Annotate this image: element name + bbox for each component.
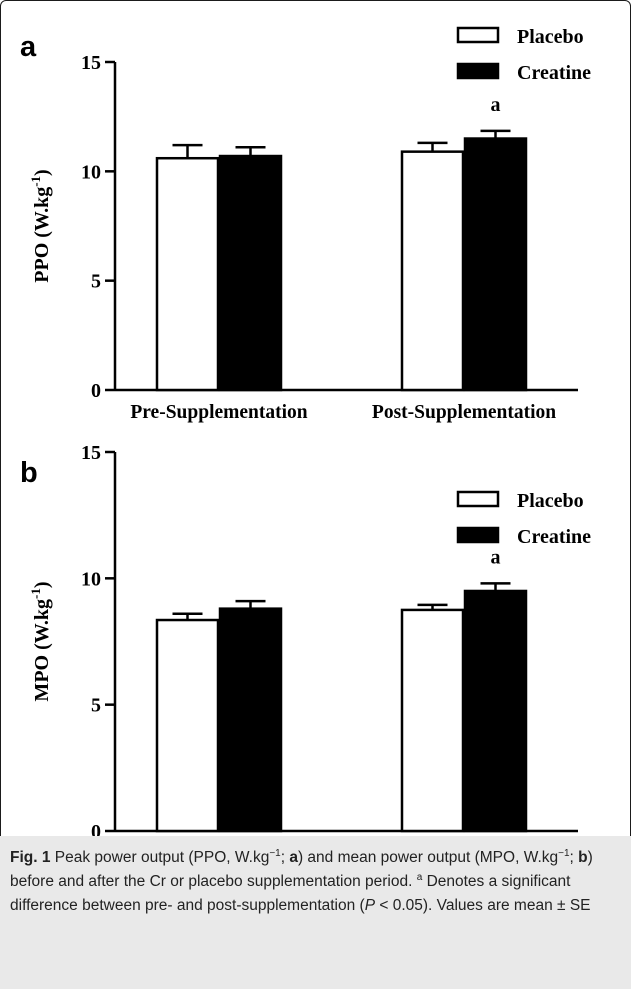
caption-sup-3: a bbox=[416, 871, 423, 883]
panel-letter: b bbox=[20, 457, 38, 489]
bar-placebo bbox=[400, 150, 465, 392]
y-tick-label: 15 bbox=[81, 442, 101, 464]
legend-label: Creatine bbox=[517, 526, 591, 548]
caption-text-7: < 0.05). Values are mean ± SE bbox=[375, 897, 591, 914]
legend-label: Placebo bbox=[517, 490, 584, 512]
figure-charts: a 0 5 10 15 PPO (W.kg-1) a Pre-Supplementation P… bbox=[20, 26, 591, 836]
bar-placebo bbox=[400, 608, 465, 833]
significance-annotation: a bbox=[491, 94, 501, 116]
y-tick-label: 10 bbox=[81, 568, 101, 590]
caption-p-symbol: P bbox=[364, 897, 376, 914]
caption-text-4: ; bbox=[569, 849, 579, 866]
x-tick-label: Post-Supplementation bbox=[372, 402, 556, 423]
y-tick-label: 0 bbox=[91, 821, 101, 836]
bar-creatine bbox=[218, 154, 283, 392]
caption-fig-label: Fig. 1 bbox=[10, 849, 51, 866]
y-tick-label: 10 bbox=[81, 161, 101, 183]
legend-label: Placebo bbox=[517, 26, 584, 48]
x-tick-label: Pre-Supplementation bbox=[130, 402, 307, 423]
y-axis-label: MPO (W.kg-1) bbox=[28, 581, 53, 701]
caption-sup-2: −1 bbox=[558, 847, 570, 859]
y-tick-label: 15 bbox=[81, 52, 101, 74]
legend-swatch-placebo bbox=[456, 490, 500, 508]
significance-annotation: a bbox=[491, 546, 501, 568]
bar-placebo bbox=[155, 618, 220, 833]
caption-text-2: ; bbox=[280, 849, 290, 866]
bar-creatine bbox=[463, 589, 528, 833]
legend-swatch-placebo bbox=[456, 26, 500, 44]
chart-panel-a: a 0 5 10 15 PPO (W.kg-1) a Pre-Supplementation P… bbox=[20, 26, 591, 423]
caption-sup-1: −1 bbox=[269, 847, 281, 859]
caption-text-1: Peak power output (PPO, W.kg bbox=[50, 849, 270, 866]
legend-swatch-creatine bbox=[456, 526, 500, 544]
y-tick-label: 0 bbox=[91, 380, 101, 402]
y-axis-label: PPO (W.kg-1) bbox=[28, 169, 53, 282]
legend-swatch-creatine bbox=[456, 62, 500, 80]
bar-creatine bbox=[463, 137, 528, 392]
bar-creatine bbox=[218, 607, 283, 833]
legend-label: Creatine bbox=[517, 62, 591, 84]
bar-placebo bbox=[155, 156, 220, 392]
caption-text-5: ) before and after the Cr or placebo sup… bbox=[10, 849, 593, 890]
panel-letter: a bbox=[20, 31, 37, 63]
figure-caption: Fig. 1 Peak power output (PPO, W.kg−1; a… bbox=[0, 836, 631, 989]
y-tick-label: 5 bbox=[91, 271, 101, 293]
caption-panel-b: b bbox=[578, 849, 588, 866]
caption-text-3: ) and mean power output (MPO, W.kg bbox=[297, 849, 559, 866]
caption-text-6: Denotes a significant difference between… bbox=[10, 873, 571, 914]
y-tick-label: 5 bbox=[91, 695, 101, 717]
caption-panel-a: a bbox=[289, 849, 298, 866]
